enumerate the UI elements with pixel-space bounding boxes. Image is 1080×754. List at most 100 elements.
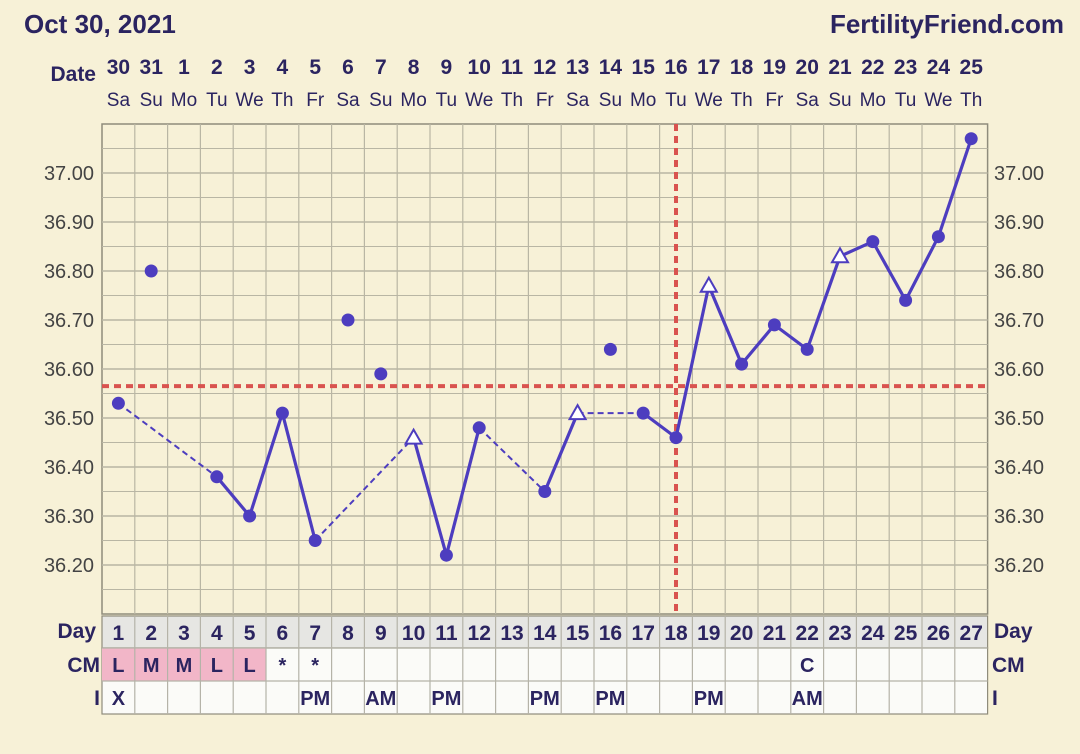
cm-entry: * [279, 655, 287, 677]
intercourse-entry: PM [694, 688, 724, 710]
date-label: 12 [533, 56, 556, 79]
temperature-segment [871, 240, 907, 302]
y-tick-label-right: 36.20 [994, 555, 1044, 577]
cycle-day-number: 3 [178, 622, 190, 645]
temperature-point [899, 293, 913, 307]
date-label: 15 [632, 56, 656, 79]
cycle-day-number: 8 [342, 622, 354, 645]
weekday-label: Su [140, 90, 163, 111]
y-tick-label-left: 36.50 [44, 408, 94, 430]
date-label: 4 [277, 56, 289, 79]
temperature-point-discarded [144, 264, 158, 278]
y-tick-label-left: 36.70 [44, 310, 94, 332]
date-label: 24 [927, 56, 951, 79]
temperature-segment [773, 323, 809, 351]
weekday-label: Sa [566, 90, 590, 111]
weekday-label: Su [599, 90, 622, 111]
weekday-label: We [924, 90, 952, 111]
cm-highlight-cell [167, 648, 201, 681]
date-label: 8 [408, 56, 420, 79]
i-row-label-left: I [94, 687, 100, 710]
date-label: 20 [796, 56, 819, 79]
temperature-point [767, 318, 781, 332]
cm-entry: L [243, 655, 255, 677]
temperature-segment [215, 475, 251, 518]
date-label: 21 [828, 56, 852, 79]
temperature-point [866, 235, 880, 249]
temperature-point [964, 132, 978, 146]
temperature-segment-dashed [117, 402, 218, 478]
intercourse-entry: X [112, 688, 126, 710]
temperature-segment [740, 323, 776, 366]
temperature-segment-dashed [314, 436, 415, 542]
y-tick-label-right: 36.30 [994, 506, 1044, 528]
y-tick-label-left: 36.90 [44, 212, 94, 234]
cm-row-label-left: CM [67, 654, 100, 677]
date-label: 19 [763, 56, 786, 79]
y-tick-label-right: 36.60 [994, 359, 1044, 381]
y-tick-label-right: 36.70 [994, 310, 1044, 332]
weekday-label: Sa [796, 90, 820, 111]
temperature-point [538, 485, 552, 498]
date-label: 5 [309, 56, 321, 79]
temperature-point [669, 431, 683, 445]
y-tick-label-right: 37.00 [994, 163, 1044, 185]
date-label: 14 [599, 56, 623, 79]
temperature-point [308, 534, 322, 547]
grid-layer [101, 123, 989, 615]
weekday-label: Mo [860, 90, 886, 111]
y-tick-label-right: 36.40 [994, 457, 1044, 479]
temperature-point-triangle [699, 275, 719, 293]
i-row-label-right: I [992, 687, 998, 710]
cycle-day-number: 1 [113, 622, 125, 645]
day-row-label-left: Day [57, 620, 96, 643]
cm-entry: L [112, 655, 124, 677]
date-label: 7 [375, 56, 387, 79]
date-label: 22 [861, 56, 884, 79]
temperature-segment [412, 437, 448, 556]
date-label: 30 [107, 56, 130, 79]
cycle-day-number: 4 [211, 622, 223, 645]
weekday-label: Su [369, 90, 392, 111]
weekday-label: Tu [895, 90, 916, 111]
temperature-point-discarded [374, 367, 388, 381]
y-tick-label-left: 36.30 [44, 506, 94, 528]
date-label: 3 [244, 56, 256, 79]
cm-highlight-cell [134, 648, 168, 681]
cycle-day-number: 9 [375, 622, 387, 645]
weekday-label: Th [960, 90, 982, 111]
weekday-label: Sa [107, 90, 131, 111]
weekday-label: Tu [436, 90, 457, 111]
temperature-point-discarded [341, 313, 355, 327]
temperature-segment [674, 285, 711, 438]
brand-name: FertilityFriend.com [830, 9, 1064, 39]
weekday-label: Th [271, 90, 293, 111]
date-label: 17 [697, 56, 720, 79]
temperature-point-triangle [830, 246, 850, 264]
cycle-day-number: 19 [697, 622, 720, 645]
weekday-label: Mo [400, 90, 426, 111]
weekday-label: Sa [336, 90, 360, 111]
temperature-segment [805, 255, 842, 350]
cycle-day-number: 22 [796, 622, 819, 645]
weekday-label: Fr [536, 90, 555, 111]
y-tick-label-right: 36.50 [994, 408, 1044, 430]
date-label: 31 [140, 56, 164, 79]
cycle-day-number: 10 [402, 622, 425, 645]
weekday-label: Tu [206, 90, 227, 111]
temperature-segment [543, 412, 580, 493]
temperature-point-triangle [567, 403, 588, 421]
intercourse-entry: AM [365, 688, 396, 710]
temperature-segment [904, 235, 940, 302]
cycle-day-number: 15 [566, 622, 590, 645]
temperature-point [111, 396, 125, 410]
temperature-segment [280, 412, 317, 541]
cycle-day-number: 7 [309, 622, 321, 645]
date-label: 16 [664, 56, 687, 79]
cm-entry: L [211, 655, 223, 677]
temperature-point [931, 230, 945, 244]
temperature-segment [936, 138, 973, 238]
temperature-line-layer [117, 138, 973, 556]
cm-entry: C [800, 655, 814, 677]
